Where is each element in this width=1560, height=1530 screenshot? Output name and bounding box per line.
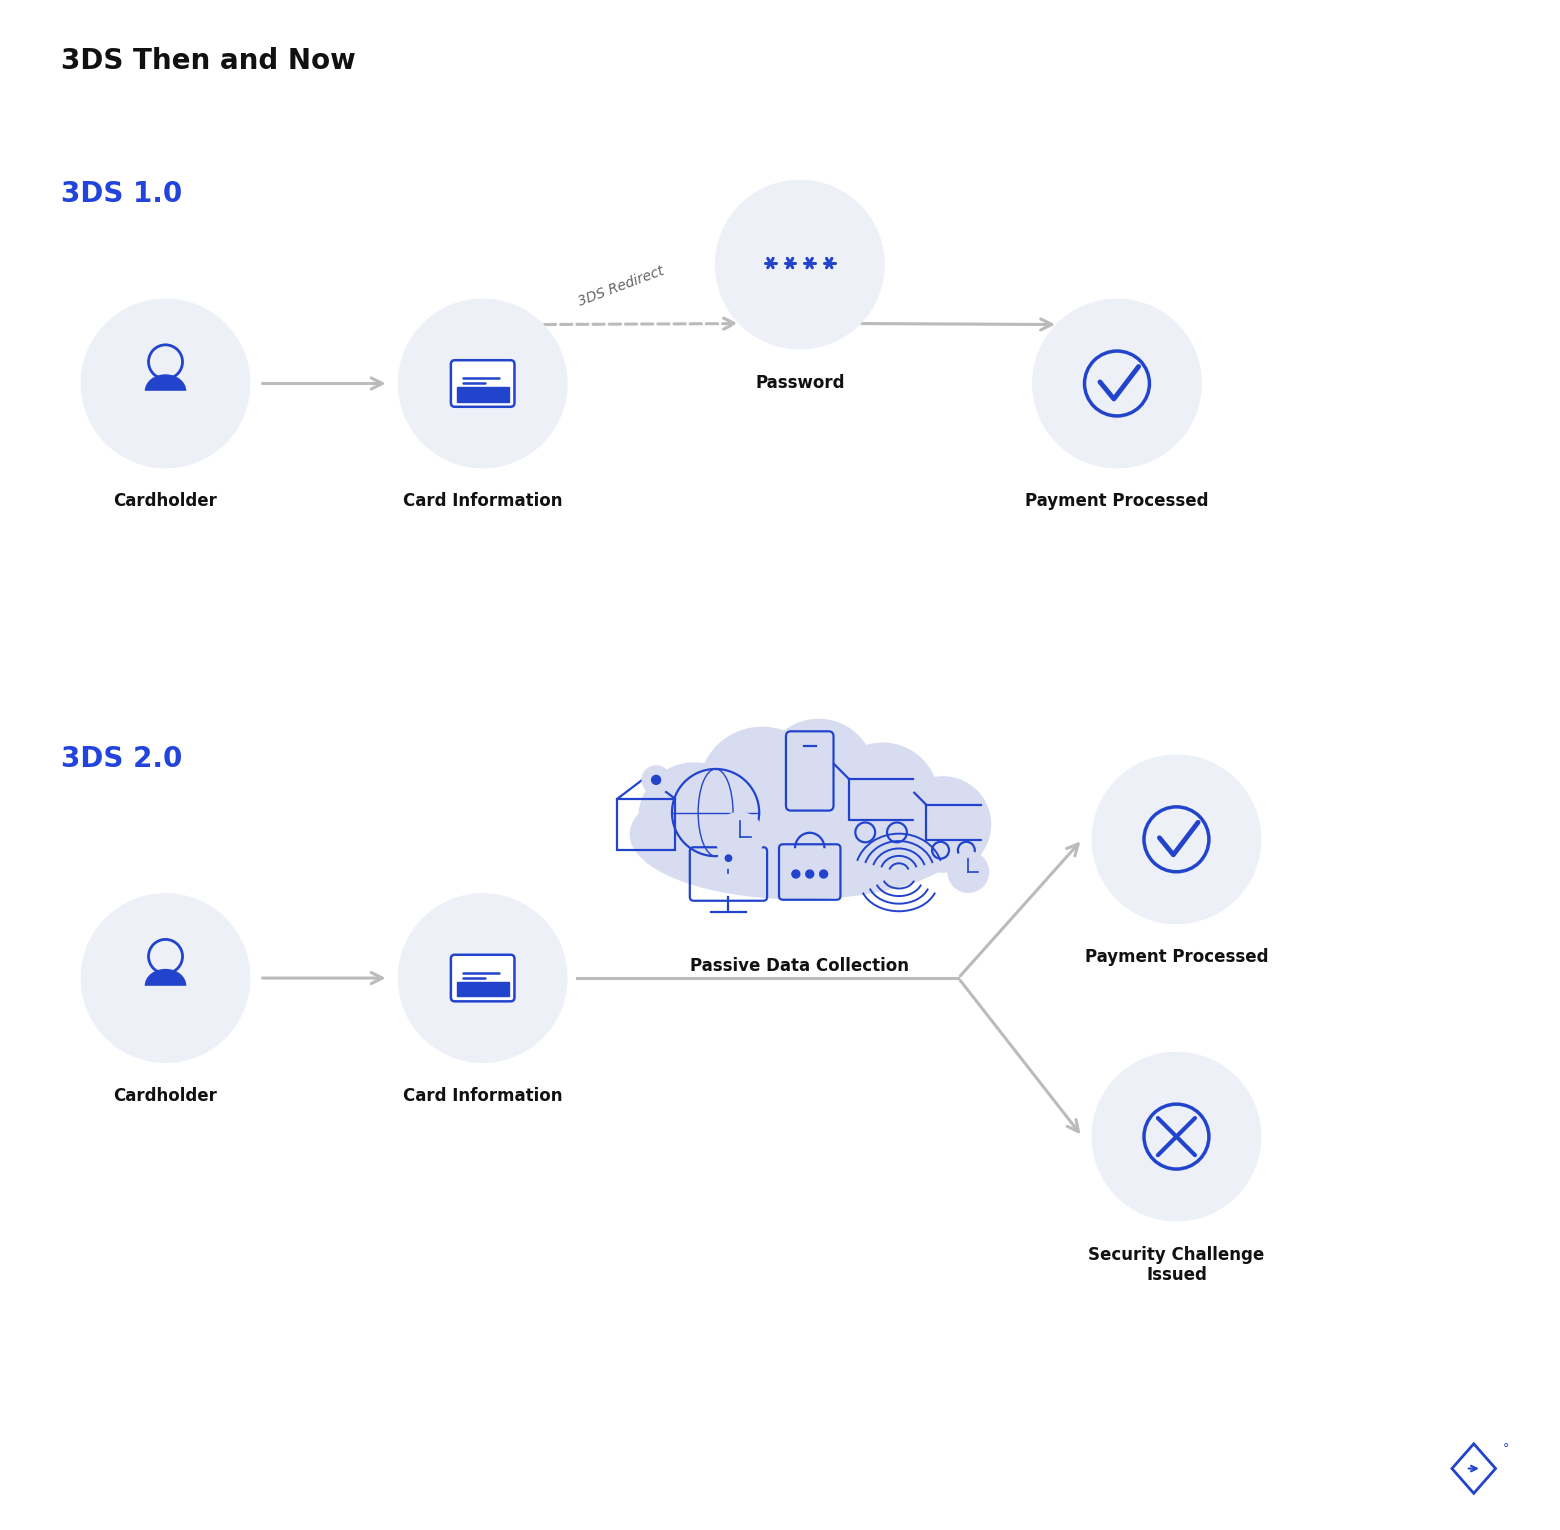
Bar — [457, 387, 509, 402]
Text: 3DS 2.0: 3DS 2.0 — [61, 745, 183, 773]
Text: Cardholder: Cardholder — [114, 1086, 217, 1105]
Circle shape — [948, 852, 987, 892]
Circle shape — [716, 181, 885, 349]
Ellipse shape — [145, 375, 186, 407]
Ellipse shape — [630, 770, 969, 898]
Text: Password: Password — [755, 373, 844, 392]
Circle shape — [725, 855, 732, 861]
Text: Security Challenge
Issued: Security Challenge Issued — [1089, 1245, 1265, 1284]
Circle shape — [827, 744, 938, 854]
Circle shape — [716, 812, 763, 860]
Text: 3DS 1.0: 3DS 1.0 — [61, 181, 183, 208]
Bar — [142, 392, 189, 409]
Circle shape — [398, 894, 566, 1062]
Ellipse shape — [145, 970, 186, 1002]
Circle shape — [807, 871, 814, 878]
Circle shape — [81, 894, 250, 1062]
Circle shape — [763, 719, 874, 831]
Text: Cardholder: Cardholder — [114, 493, 217, 511]
Circle shape — [643, 767, 669, 794]
Circle shape — [398, 300, 566, 468]
Bar — [142, 985, 189, 1002]
Text: °: ° — [1502, 1443, 1509, 1455]
Text: Payment Processed: Payment Processed — [1084, 949, 1268, 967]
Circle shape — [1033, 300, 1201, 468]
Circle shape — [640, 763, 750, 874]
Text: Passive Data Collection: Passive Data Collection — [691, 958, 909, 975]
Circle shape — [792, 871, 800, 878]
Circle shape — [895, 777, 991, 872]
Text: 3DS Then and Now: 3DS Then and Now — [61, 46, 356, 75]
Circle shape — [819, 871, 827, 878]
Circle shape — [719, 848, 738, 868]
Bar — [457, 982, 509, 996]
Text: Payment Processed: Payment Processed — [1025, 493, 1209, 511]
Circle shape — [652, 776, 660, 785]
FancyBboxPatch shape — [451, 360, 515, 407]
Text: Card Information: Card Information — [402, 1086, 563, 1105]
Circle shape — [1092, 756, 1260, 924]
Text: Card Information: Card Information — [402, 493, 563, 511]
FancyBboxPatch shape — [451, 955, 515, 1001]
Text: 3DS Redirect: 3DS Redirect — [577, 265, 666, 309]
Circle shape — [1092, 1053, 1260, 1221]
Circle shape — [81, 300, 250, 468]
Circle shape — [699, 727, 825, 854]
